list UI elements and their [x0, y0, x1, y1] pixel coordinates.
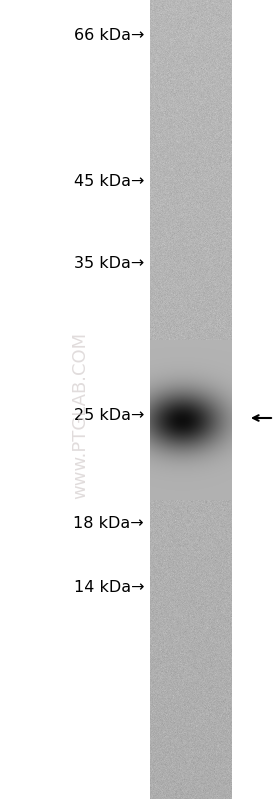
Text: www.PTGLAB.COM: www.PTGLAB.COM	[71, 332, 89, 499]
Text: 66 kDa→: 66 kDa→	[74, 27, 144, 42]
Text: 45 kDa→: 45 kDa→	[74, 173, 144, 189]
Text: 18 kDa→: 18 kDa→	[73, 516, 144, 531]
Text: 25 kDa→: 25 kDa→	[74, 407, 144, 423]
Text: 14 kDa→: 14 kDa→	[73, 581, 144, 595]
Text: 35 kDa→: 35 kDa→	[74, 256, 144, 271]
